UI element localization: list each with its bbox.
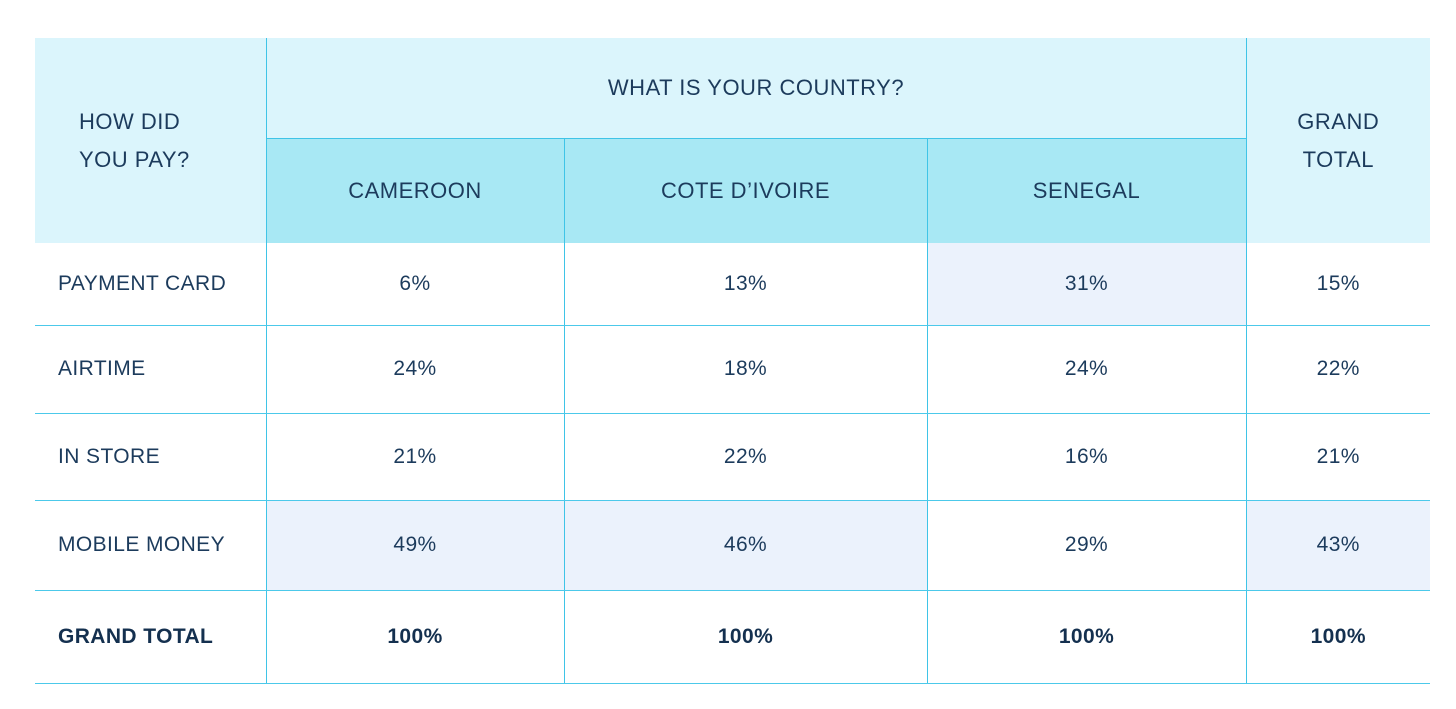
grand-total-header-line1: GRAND — [1297, 108, 1380, 134]
country-subheader-row: CAMEROON COTE D’IVOIRE SENEGAL — [35, 138, 1430, 243]
cell-value: 6% — [266, 243, 565, 326]
column-header-cote-divoire: COTE D’IVOIRE — [564, 138, 928, 243]
table-row-payment-card: PAYMENT CARD 6% 13% 31% 15% — [35, 243, 1430, 326]
cell-value: 21% — [1246, 413, 1430, 501]
cell-value: 100% — [266, 590, 565, 684]
country-band-header: WHAT IS YOUR COUNTRY? — [266, 38, 1247, 139]
row-label: IN STORE — [35, 413, 267, 501]
corner-header-line1: HOW DID — [79, 108, 181, 134]
row-label: GRAND TOTAL — [35, 590, 267, 684]
cell-value: 22% — [1246, 325, 1430, 414]
cell-value: 31% — [927, 243, 1247, 326]
row-label: PAYMENT CARD — [35, 243, 267, 326]
row-label: MOBILE MONEY — [35, 500, 267, 591]
payment-by-country-table: HOW DID YOU PAY? WHAT IS YOUR COUNTRY? G… — [35, 38, 1430, 684]
cell-value: 29% — [927, 500, 1247, 591]
cell-value: 16% — [927, 413, 1247, 501]
cell-value: 24% — [266, 325, 565, 414]
grand-total-column-header: GRAND TOTAL — [1246, 38, 1430, 243]
cell-value: 100% — [564, 590, 928, 684]
table-row-in-store: IN STORE 21% 22% 16% 21% — [35, 413, 1430, 501]
corner-header-line2: YOU PAY? — [79, 146, 190, 172]
grand-total-header-line2: TOTAL — [1302, 146, 1374, 172]
row-label: AIRTIME — [35, 325, 267, 414]
table-row-mobile-money: MOBILE MONEY 49% 46% 29% 43% — [35, 500, 1430, 591]
cell-value: 49% — [266, 500, 565, 591]
cell-value: 18% — [564, 325, 928, 414]
column-header-cameroon: CAMEROON — [266, 138, 565, 243]
cell-value: 21% — [266, 413, 565, 501]
cell-value: 46% — [564, 500, 928, 591]
cell-value: 13% — [564, 243, 928, 326]
cell-value: 22% — [564, 413, 928, 501]
table-row-airtime: AIRTIME 24% 18% 24% 22% — [35, 325, 1430, 414]
cell-value: 43% — [1246, 500, 1430, 591]
corner-header-how-did-you-pay: HOW DID YOU PAY? — [35, 38, 267, 243]
cell-value: 15% — [1246, 243, 1430, 326]
cell-value: 24% — [927, 325, 1247, 414]
cell-value: 100% — [1246, 590, 1430, 684]
column-header-senegal: SENEGAL — [927, 138, 1247, 243]
header-band-row: HOW DID YOU PAY? WHAT IS YOUR COUNTRY? G… — [35, 38, 1430, 243]
table-row-grand-total: GRAND TOTAL 100% 100% 100% 100% — [35, 590, 1430, 684]
cell-value: 100% — [927, 590, 1247, 684]
